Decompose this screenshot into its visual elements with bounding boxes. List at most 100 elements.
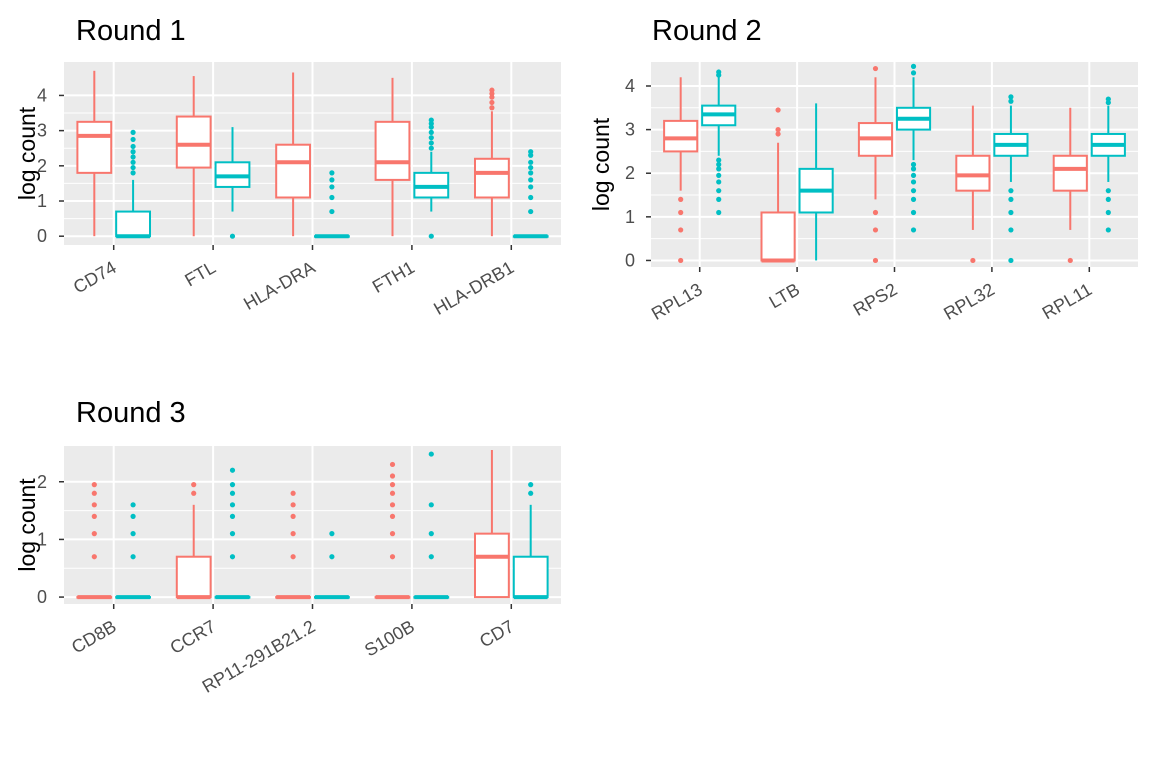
outlier-point — [428, 233, 434, 239]
x-tick-label: HLA-DRA — [240, 257, 318, 314]
x-tick-label: S100B — [361, 616, 418, 660]
outlier-point — [329, 184, 335, 190]
x-tick-label: RPS2 — [850, 279, 901, 320]
box-RPL32-red — [955, 105, 991, 264]
outlier-point — [428, 135, 434, 141]
outlier-point — [290, 531, 296, 537]
box-FTH1-red — [374, 77, 411, 237]
y-axis-title: log count — [14, 106, 40, 200]
outlier-point — [290, 490, 296, 496]
y-tick-label: 0 — [37, 587, 47, 607]
outlier-point — [872, 227, 879, 233]
outlier-point — [130, 554, 136, 560]
outlier-point — [528, 194, 534, 201]
outlier-point — [130, 129, 136, 135]
outlier-point — [872, 257, 879, 264]
y-tick-label: 4 — [37, 85, 47, 105]
outlier-point — [428, 531, 434, 537]
outlier-point — [775, 127, 781, 133]
box-FTL-teal — [214, 127, 251, 239]
box-RPL13-red — [663, 77, 699, 264]
box-LTB-red — [760, 107, 796, 263]
outlier-point — [329, 208, 335, 215]
box-CD74-red — [76, 70, 113, 237]
outlier-point — [428, 145, 434, 151]
y-axis-title: log count — [14, 478, 40, 572]
outlier-point — [1105, 209, 1111, 216]
box-body — [473, 532, 510, 599]
outlier-point — [130, 159, 136, 165]
outlier-point — [910, 166, 917, 172]
outlier-point — [91, 531, 97, 537]
outlier-point — [389, 461, 396, 468]
outlier-point — [716, 69, 722, 75]
outlier-point — [229, 490, 236, 496]
outlier-point — [528, 184, 534, 190]
outlier-point — [91, 502, 97, 508]
x-tick-label: RP11-291B21.2 — [199, 616, 319, 697]
x-tick-label: CD7 — [476, 616, 517, 651]
y-tick-label: 2 — [37, 472, 47, 492]
box-body — [663, 119, 699, 153]
outlier-point — [910, 179, 917, 185]
outlier-point — [91, 490, 97, 496]
panel-title: Round 2 — [652, 15, 762, 47]
outlier-point — [389, 482, 396, 488]
x-tick-label: RPL11 — [1039, 279, 1096, 323]
y-axis-title: log count — [588, 117, 614, 211]
box-HLA-DRB1-teal — [512, 149, 549, 239]
x-tick-label: CCR7 — [167, 616, 219, 658]
outlier-point — [389, 513, 396, 519]
outlier-point — [489, 99, 495, 106]
outlier-point — [191, 490, 197, 496]
box-FTH1-teal — [413, 117, 450, 239]
box-CD7-red — [473, 450, 510, 599]
box-FTL-red — [175, 76, 212, 237]
outlier-point — [389, 531, 396, 537]
y-tick-label: 1 — [37, 529, 47, 549]
x-tick-label: FTL — [181, 257, 219, 290]
outlier-point — [130, 513, 136, 519]
outlier-point — [229, 531, 236, 537]
outlier-point — [1008, 94, 1014, 100]
outlier-point — [1105, 96, 1111, 102]
outlier-point — [528, 149, 534, 155]
box-CD8B-teal — [115, 502, 152, 600]
outlier-point — [1008, 196, 1014, 202]
y-tick-label: 3 — [625, 120, 635, 140]
box-body — [175, 115, 212, 169]
outlier-point — [290, 554, 296, 560]
x-tick-label: RPL13 — [648, 279, 706, 324]
box-RPL32-teal — [993, 94, 1029, 264]
y-tick-label: 0 — [37, 226, 47, 246]
outlier-point — [528, 159, 534, 165]
outlier-point — [489, 105, 495, 111]
outlier-point — [910, 227, 917, 233]
outlier-point — [130, 502, 136, 508]
box-body — [760, 211, 796, 262]
outlier-point — [130, 170, 136, 176]
outlier-point — [428, 117, 434, 123]
box-RPS2-teal — [895, 63, 932, 233]
box-CD8B-red — [76, 482, 113, 600]
outlier-point — [130, 149, 136, 155]
x-tick-label: CD74 — [70, 257, 120, 297]
box-body — [374, 120, 411, 181]
outlier-point — [229, 482, 236, 488]
outlier-point — [1008, 257, 1014, 264]
outlier-point — [528, 177, 534, 183]
y-tick-label: 2 — [625, 163, 635, 183]
box-RP11-291B21.2-red — [275, 490, 312, 600]
outlier-point — [910, 63, 917, 69]
panel-title: Round 1 — [76, 15, 186, 47]
outlier-point — [716, 166, 722, 172]
outlier-point — [970, 257, 976, 264]
outlier-point — [872, 209, 879, 216]
outlier-point — [290, 502, 296, 508]
outlier-point — [329, 194, 335, 201]
box-HLA-DRA-teal — [313, 170, 350, 239]
outlier-point — [1008, 188, 1014, 194]
outlier-point — [428, 502, 434, 508]
outlier-point — [1008, 209, 1014, 216]
outlier-point — [678, 257, 684, 264]
